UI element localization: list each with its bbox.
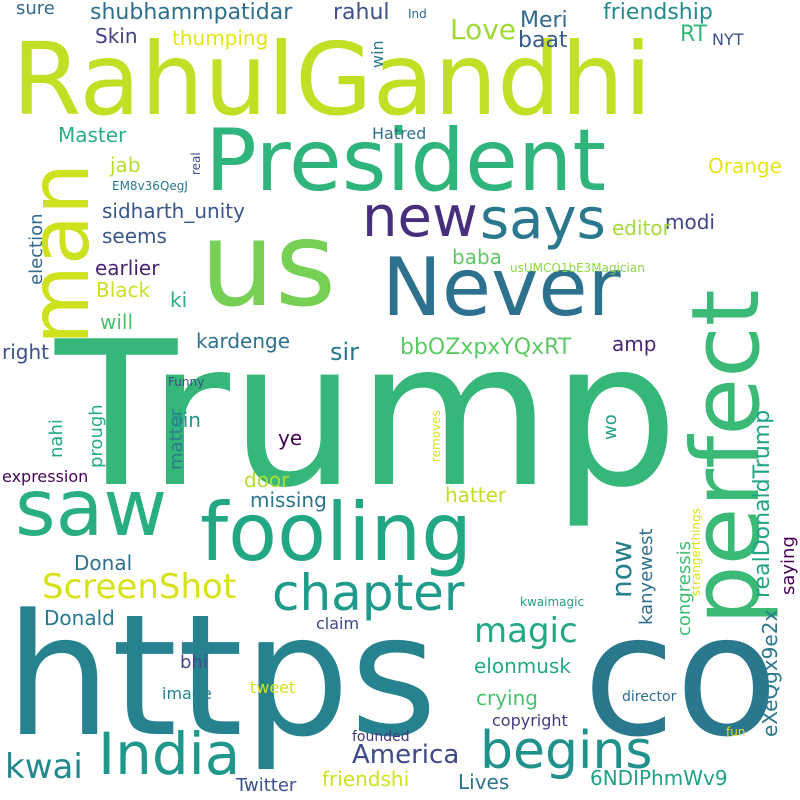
cloud-word: saw	[15, 464, 168, 554]
cloud-word: bbOZxpxYQxRT	[400, 335, 572, 360]
cloud-word: bhi	[180, 652, 208, 673]
cloud-word: sure	[16, 0, 55, 19]
cloud-word: ye	[278, 426, 303, 450]
cloud-word: founded	[352, 729, 410, 745]
cloud-word: Hatred	[372, 124, 427, 143]
cloud-word: friendship	[603, 0, 713, 25]
cloud-word: sidharth_unity	[102, 199, 245, 223]
cloud-word: EM8v36QegJ	[112, 179, 188, 193]
cloud-word: baba	[452, 245, 502, 269]
cloud-word: friendshi	[322, 767, 410, 791]
cloud-word: 6NDIPhmWv9	[590, 766, 728, 790]
cloud-word: eXeQgx9e2x	[758, 609, 782, 737]
cloud-word: modi	[665, 210, 715, 234]
cloud-word: seems	[102, 224, 167, 248]
cloud-word: right	[2, 340, 49, 364]
cloud-word: NYT	[712, 30, 744, 49]
cloud-word: Skin	[95, 24, 138, 48]
cloud-word: new	[362, 185, 478, 250]
cloud-word: earlier	[95, 256, 160, 280]
cloud-word: tweet	[250, 678, 296, 697]
cloud-word: India	[98, 720, 241, 788]
cloud-word: https	[5, 578, 438, 774]
cloud-word: kardenge	[196, 329, 291, 353]
cloud-word: RT	[680, 22, 708, 47]
cloud-word: removes	[429, 410, 443, 462]
cloud-word: Donald	[44, 606, 115, 630]
cloud-word: kwai	[5, 747, 83, 787]
cloud-word: image	[162, 684, 212, 703]
cloud-word: director	[622, 689, 677, 705]
cloud-word: claim	[316, 614, 360, 633]
cloud-word: baat	[518, 28, 568, 53]
cloud-word: realDonaldTrump	[750, 409, 775, 598]
cloud-word: rahul	[333, 0, 390, 25]
cloud-word: President	[205, 111, 607, 211]
cloud-word: fun	[726, 725, 746, 739]
cloud-word: Funny	[168, 375, 205, 389]
cloud-word: chapter	[272, 564, 465, 622]
cloud-word: Lives	[458, 770, 510, 794]
cloud-word: now	[605, 540, 638, 598]
cloud-word: kanyewest	[636, 528, 657, 625]
cloud-word: nahi	[46, 419, 67, 458]
cloud-word: RahulGandhi	[12, 21, 652, 138]
cloud-word: magic	[474, 611, 578, 651]
cloud-word: kwaimagic	[520, 595, 585, 609]
cloud-word: will	[100, 310, 134, 334]
cloud-word: America	[352, 740, 460, 770]
cloud-word: elonmusk	[474, 654, 571, 678]
cloud-word: co	[583, 578, 779, 774]
cloud-word: Orange	[708, 154, 782, 178]
cloud-word: wo	[600, 414, 621, 440]
cloud-word: Trump	[55, 299, 679, 532]
cloud-word: election	[26, 213, 47, 285]
cloud-word: expression	[2, 467, 89, 486]
cloud-word: crying	[476, 686, 538, 710]
cloud-word: jab	[110, 153, 141, 177]
cloud-word: shubhammpatidar	[90, 0, 293, 25]
cloud-word: Twitter	[236, 775, 297, 796]
cloud-word: begins	[480, 721, 653, 781]
cloud-word: editor	[612, 216, 671, 240]
cloud-word: Love	[450, 13, 517, 46]
cloud-word: missing	[250, 488, 327, 512]
cloud-word: sir	[330, 338, 360, 366]
cloud-word: Never	[382, 241, 621, 334]
cloud-word: us	[200, 195, 337, 333]
cloud-word: fooling	[200, 486, 472, 579]
cloud-word: amp	[612, 332, 657, 356]
cloud-word: real	[189, 152, 203, 175]
cloud-word: door	[244, 468, 290, 492]
cloud-word: Master	[58, 123, 127, 147]
cloud-word: usUMCO1bE3Magician	[510, 261, 645, 275]
cloud-word: din	[170, 408, 201, 432]
cloud-word: copyright	[492, 711, 568, 730]
cloud-word: says	[480, 187, 606, 252]
cloud-word: Meri	[520, 8, 568, 33]
cloud-word: ScreenShot	[42, 567, 237, 607]
cloud-word: thumping	[172, 26, 269, 50]
cloud-word: win	[368, 40, 387, 68]
cloud-word: hatter	[445, 483, 507, 507]
cloud-word: congressis	[674, 541, 695, 636]
cloud-word: Donal	[74, 551, 133, 575]
cloud-word: Black	[96, 278, 151, 302]
cloud-word: Ind	[408, 7, 427, 21]
cloud-word: ki	[170, 288, 188, 312]
cloud-word: prough	[86, 404, 107, 468]
cloud-word: saying	[778, 536, 799, 595]
